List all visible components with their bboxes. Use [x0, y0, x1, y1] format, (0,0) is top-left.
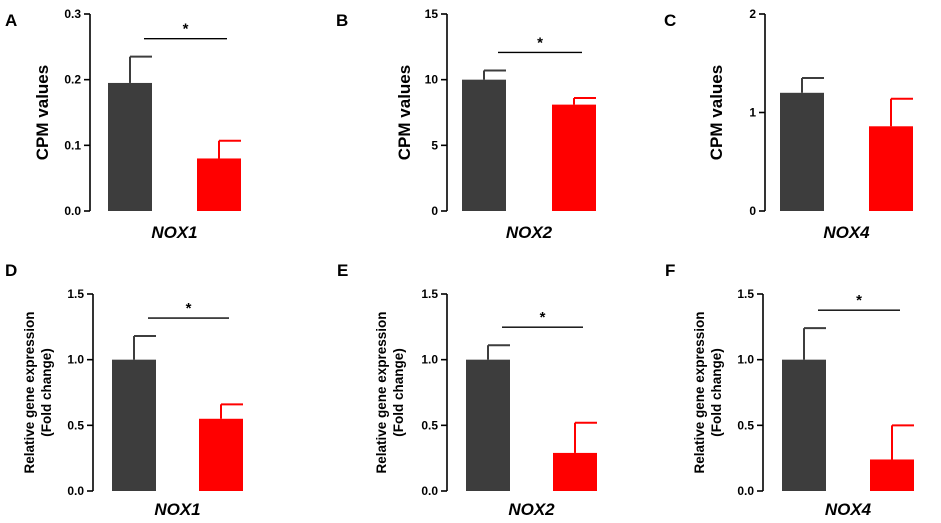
y-tick-label-f-3: 1.5 — [737, 287, 754, 301]
bar-c-1 — [780, 92, 824, 211]
y-tick-label-f-2: 1.0 — [737, 353, 754, 367]
y-tick-label-f-1: 0.5 — [737, 418, 754, 432]
sig-star-a: * — [183, 21, 189, 38]
bar-c-2 — [869, 126, 913, 211]
y-tick-label-d-2: 1.0 — [67, 353, 84, 367]
panel-letter-b: B — [336, 11, 348, 30]
y-tick-label-f-0: 0.0 — [737, 484, 754, 498]
y-tick-label-e-1: 0.5 — [421, 418, 438, 432]
panel-letter-c: C — [664, 11, 676, 30]
bar-f-1 — [782, 359, 826, 491]
bar-b-1 — [462, 79, 506, 212]
y-tick-label-c-2: 2 — [749, 7, 756, 21]
panel-letter-d: D — [5, 261, 17, 280]
y-tick-label-b-2: 10 — [425, 73, 439, 87]
bar-b-2 — [552, 104, 596, 211]
y-tick-label-c-1: 1 — [749, 106, 756, 120]
panel-letter-a: A — [5, 11, 17, 30]
y-tick-label-d-3: 1.5 — [67, 287, 84, 301]
y-tick-label-a-1: 0.1 — [64, 138, 81, 152]
y-label-line2-f: (Fold change) — [709, 348, 724, 437]
y-tick-label-b-0: 0 — [431, 204, 438, 218]
x-label-d: NOX1 — [154, 500, 200, 519]
x-label-f: NOX4 — [825, 500, 872, 519]
y-label-d: Relative gene expression — [22, 311, 37, 473]
y-tick-label-b-1: 5 — [431, 138, 438, 152]
x-label-a: NOX1 — [151, 223, 197, 242]
y-tick-label-a-0: 0.0 — [64, 204, 81, 218]
bar-d-2 — [199, 418, 243, 491]
y-tick-label-d-0: 0.0 — [67, 484, 84, 498]
x-label-c: NOX4 — [823, 223, 870, 242]
y-tick-label-d-1: 0.5 — [67, 418, 84, 432]
panel-letter-f: F — [665, 261, 675, 280]
y-label-a: CPM values — [33, 65, 52, 160]
bar-a-2 — [197, 158, 241, 211]
y-tick-label-e-0: 0.0 — [421, 484, 438, 498]
sig-star-d: * — [186, 300, 192, 317]
bar-a-1 — [108, 82, 152, 211]
y-label-b: CPM values — [395, 65, 414, 160]
sig-star-e: * — [540, 309, 546, 326]
y-tick-label-e-3: 1.5 — [421, 287, 438, 301]
bar-e-2 — [553, 452, 597, 491]
sig-star-b: * — [537, 34, 543, 51]
y-label-line2-d: (Fold change) — [39, 348, 54, 437]
bar-e-1 — [466, 359, 510, 491]
y-label-c: CPM values — [707, 65, 726, 160]
y-label-line2-e: (Fold change) — [391, 348, 406, 437]
sig-star-f: * — [856, 292, 862, 309]
y-tick-label-a-3: 0.3 — [64, 7, 81, 21]
y-tick-label-c-0: 0 — [749, 204, 756, 218]
y-tick-label-a-2: 0.2 — [64, 73, 81, 87]
y-tick-label-e-2: 1.0 — [421, 353, 438, 367]
x-label-b: NOX2 — [506, 223, 553, 242]
y-label-e: Relative gene expression — [374, 311, 389, 473]
x-label-e: NOX2 — [508, 500, 555, 519]
y-label-f: Relative gene expression — [692, 311, 707, 473]
bar-f-2 — [870, 459, 914, 491]
y-tick-label-b-3: 15 — [425, 7, 439, 21]
panel-letter-e: E — [337, 261, 348, 280]
bar-d-1 — [112, 359, 156, 491]
